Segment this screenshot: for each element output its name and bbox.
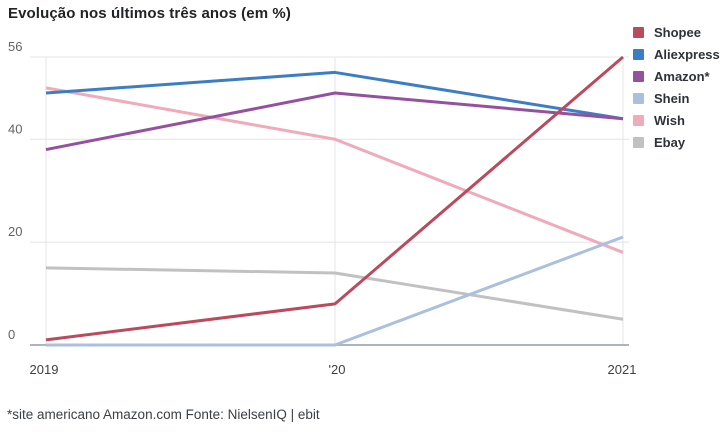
legend-item-shopee: Shopee — [633, 21, 720, 43]
legend-swatch-amazon — [633, 70, 644, 82]
legend-label-wish: Wish — [654, 112, 685, 128]
y-tick-label-20: 20 — [8, 224, 22, 239]
legend-label-shopee: Shopee — [654, 24, 701, 40]
x-tick-label-20: '20 — [329, 362, 346, 377]
legend-item-shein: Shein — [633, 87, 720, 109]
x-tick-label-2019: 2019 — [30, 362, 59, 377]
legend-swatch-shopee — [633, 26, 644, 38]
chart-legend: Shopee Aliexpress Amazon* Shein Wish Ebay — [633, 21, 720, 153]
y-tick-label-56: 56 — [8, 39, 22, 54]
series-line-amazon — [45, 91, 624, 152]
legend-label-amazon: Amazon* — [654, 68, 710, 84]
chart-title: Evolução nos últimos três anos (em %) — [8, 5, 291, 22]
series-line-aliexpress — [45, 70, 624, 121]
y-tick-label-0: 0 — [8, 327, 15, 342]
legend-label-shein: Shein — [654, 90, 690, 106]
series-line-ebay — [45, 266, 624, 321]
legend-swatch-aliexpress — [633, 48, 644, 60]
legend-label-aliexpress: Aliexpress — [654, 46, 720, 62]
series-line-shopee — [45, 55, 624, 342]
legend-item-aliexpress: Aliexpress — [633, 43, 720, 65]
legend-label-ebay: Ebay — [654, 134, 686, 150]
legend-swatch-ebay — [633, 136, 644, 148]
line-chart-canvas: 0 20 40 56 2019 '20 2021 — [8, 39, 637, 377]
series-line-wish — [45, 86, 624, 254]
legend-swatch-shein — [633, 92, 644, 104]
legend-item-ebay: Ebay — [633, 131, 720, 153]
legend-swatch-wish — [633, 114, 644, 126]
series-line-shein — [46, 235, 624, 347]
y-tick-label-40: 40 — [8, 121, 22, 136]
legend-item-wish: Wish — [633, 109, 720, 131]
footnote-source: *site americano Amazon.com Fonte: Nielse… — [7, 407, 320, 422]
legend-item-amazon: Amazon* — [633, 65, 720, 87]
x-tick-label-2021: 2021 — [608, 362, 637, 377]
